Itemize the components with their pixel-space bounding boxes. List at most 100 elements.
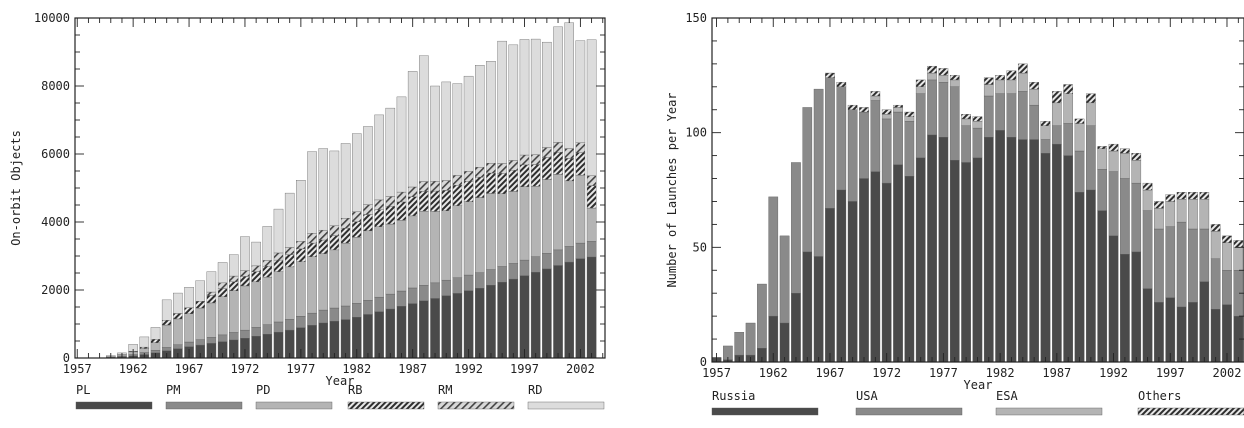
bar-rd-1982 xyxy=(352,133,362,212)
bar-russia-1997 xyxy=(1165,297,1176,363)
bar-rd-1970 xyxy=(217,262,228,284)
bar-russia-1981 xyxy=(983,137,994,363)
bar-pd-1979 xyxy=(318,253,328,311)
bar-esa-1991 xyxy=(1097,148,1108,170)
bar-others-1967 xyxy=(825,72,835,78)
bar-rb-1972 xyxy=(240,276,250,287)
bar-rb-2001 xyxy=(564,158,574,182)
bar-pl-1979 xyxy=(318,322,328,359)
x-tick-label: 1967 xyxy=(816,366,845,380)
bar-russia-1996 xyxy=(1154,302,1164,363)
x-axis-label: Year xyxy=(964,378,993,392)
bar-usa-1960 xyxy=(745,322,756,356)
bar-rm-1998 xyxy=(530,154,541,165)
bar-esa-1997 xyxy=(1165,201,1176,227)
bar-rm-2002 xyxy=(575,142,586,153)
bar-esa-1971 xyxy=(870,95,881,101)
bar-rb-1979 xyxy=(318,239,328,254)
bar-esa-2001 xyxy=(1210,231,1221,259)
bar-russia-1963 xyxy=(779,322,790,363)
bar-esa-1976 xyxy=(927,72,937,81)
bar-russia-1971 xyxy=(870,171,881,363)
legend-swatch-esa xyxy=(995,407,1103,416)
bar-rd-1963 xyxy=(139,336,150,348)
bar-pm-1998 xyxy=(530,256,541,273)
bar-usa-1973 xyxy=(893,111,903,165)
bar-pm-1991 xyxy=(452,277,463,294)
x-tick-label: 1982 xyxy=(342,362,371,376)
bar-russia-1977 xyxy=(938,137,949,363)
bar-usa-1966 xyxy=(813,88,824,257)
bar-pd-1972 xyxy=(240,285,250,331)
bar-pd-1993 xyxy=(475,197,485,273)
bar-rd-1975 xyxy=(273,208,284,254)
bar-pm-2001 xyxy=(564,246,574,263)
bar-rd-1968 xyxy=(195,280,205,302)
bar-pd-1981 xyxy=(340,242,351,307)
bar-usa-1985 xyxy=(1029,104,1039,140)
bar-rm-1981 xyxy=(340,218,351,229)
bar-pd-1994 xyxy=(486,193,496,270)
bar-pm-2003 xyxy=(586,241,597,258)
bar-usa-1976 xyxy=(927,79,937,136)
bar-usa-1965 xyxy=(802,107,813,253)
bar-others-1969 xyxy=(847,104,858,110)
bar-rd-1989 xyxy=(430,85,440,182)
legend-label-pl: PL xyxy=(76,383,90,397)
bar-others-1984 xyxy=(1017,63,1028,74)
bar-others-1981 xyxy=(983,77,994,85)
bar-rd-1973 xyxy=(251,241,261,267)
bar-rd-1974 xyxy=(262,226,273,261)
bar-others-1999 xyxy=(1188,192,1198,200)
bar-pm-1986 xyxy=(396,290,407,307)
bar-rb-1976 xyxy=(284,254,295,268)
bar-rb-1978 xyxy=(307,242,317,257)
legend-swatch-others xyxy=(1137,407,1244,416)
bar-rm-1988 xyxy=(419,181,429,192)
bar-others-1987 xyxy=(1052,91,1062,104)
bar-rm-1987 xyxy=(407,186,418,198)
bar-esa-2003 xyxy=(1233,247,1244,271)
bar-rd-1996 xyxy=(508,44,519,161)
bar-pm-1977 xyxy=(296,316,306,328)
bar-others-1976 xyxy=(927,65,937,74)
bar-usa-1979 xyxy=(961,125,971,163)
bar-pd-1991 xyxy=(452,205,463,278)
bar-pm-1972 xyxy=(240,329,250,339)
bar-rd-1987 xyxy=(407,71,418,188)
bar-pl-1986 xyxy=(396,306,407,359)
bar-russia-1978 xyxy=(949,160,960,363)
bar-pl-1998 xyxy=(530,272,541,359)
bar-pd-1985 xyxy=(385,223,396,295)
bar-pd-2001 xyxy=(564,180,574,247)
bar-others-1974 xyxy=(904,111,915,117)
bar-usa-1981 xyxy=(983,95,994,138)
bar-others-1997 xyxy=(1165,194,1176,202)
bar-usa-1992 xyxy=(1108,171,1119,237)
bar-esa-1981 xyxy=(983,84,994,97)
bar-russia-1985 xyxy=(1029,139,1039,363)
bar-others-1970 xyxy=(859,107,869,113)
bar-pl-1981 xyxy=(340,319,351,359)
bar-pd-1970 xyxy=(217,296,228,336)
bar-pd-1973 xyxy=(251,281,261,328)
y-tick-label: 0 xyxy=(700,355,707,369)
bar-pm-1989 xyxy=(430,282,440,299)
bar-esa-1978 xyxy=(949,79,960,87)
bar-pm-1981 xyxy=(340,305,351,320)
bar-rb-1963 xyxy=(139,346,150,349)
bar-rd-1998 xyxy=(530,38,541,155)
bar-pm-1973 xyxy=(251,327,261,337)
bar-others-1968 xyxy=(836,82,847,87)
bar-others-1972 xyxy=(881,109,892,115)
bar-esa-1985 xyxy=(1029,88,1039,106)
legend-swatch-pd xyxy=(255,401,333,410)
x-tick-label: 1987 xyxy=(398,362,427,376)
bar-russia-1964 xyxy=(791,293,801,363)
bar-usa-1993 xyxy=(1120,178,1130,255)
bar-pd-1983 xyxy=(363,230,373,301)
bar-usa-2001 xyxy=(1210,258,1221,310)
bar-pd-1982 xyxy=(352,237,362,304)
bar-others-1992 xyxy=(1108,143,1119,152)
legend-swatch-rm xyxy=(437,401,515,410)
